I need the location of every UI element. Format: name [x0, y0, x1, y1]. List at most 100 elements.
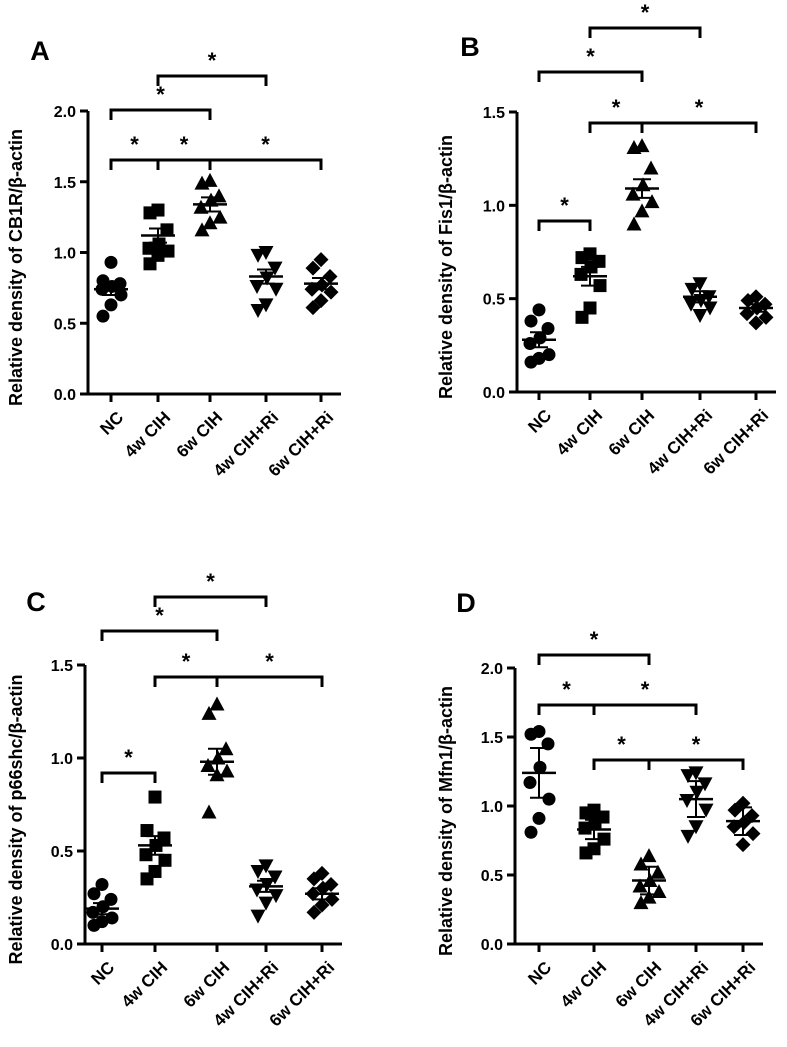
data-point [739, 306, 755, 322]
data-point [745, 826, 761, 842]
y-tick-label: 2.0 [481, 661, 503, 678]
data-point [575, 310, 589, 324]
data-point [211, 188, 227, 203]
data-point [250, 248, 266, 263]
panel-d: D Relative density of Mfn1/β-actin 0.0 0.5 1… [436, 588, 763, 1030]
data-point [593, 279, 607, 293]
data-point [680, 769, 696, 784]
category-label: NC [87, 958, 118, 989]
data-point [250, 864, 266, 879]
y-tick-label: 1.5 [483, 105, 505, 122]
significance-star: * [206, 569, 215, 594]
data-point [684, 282, 700, 297]
significance-star: * [641, 0, 650, 25]
panel-letter: D [456, 588, 476, 618]
data-point [524, 727, 538, 741]
significance-bracket [647, 758, 745, 770]
data-point [683, 297, 699, 312]
data-point [104, 298, 118, 312]
significance-bracket [537, 703, 596, 715]
data-point [202, 172, 218, 187]
significance-star: * [590, 627, 599, 652]
y-tick-label: 0.5 [54, 316, 76, 333]
data-point [87, 918, 101, 932]
category-label: 4w CIH [557, 958, 611, 1012]
data-point [322, 269, 338, 285]
data-point [524, 825, 538, 839]
y-tick-label: 0.0 [54, 387, 76, 404]
data-point [680, 829, 696, 844]
significance-star: * [261, 132, 270, 157]
data-point [201, 804, 217, 819]
significance-star: * [156, 82, 165, 107]
data-point [314, 897, 330, 913]
significance-star: * [155, 603, 164, 628]
data-point [212, 209, 228, 224]
data-point [524, 355, 538, 369]
panel-b: B Relative density of Fis1/β-actin 0.0 0.5 1… [436, 0, 776, 478]
data-point [574, 267, 588, 281]
data-point [194, 175, 210, 190]
data-point [96, 309, 110, 323]
y-tick-label: 2.0 [54, 104, 76, 121]
data-point [698, 803, 714, 818]
data-point [258, 859, 274, 874]
y-tick-label: 1.5 [54, 175, 76, 192]
y-tick-label: 1.0 [54, 246, 76, 263]
data-point [650, 864, 666, 879]
data-point [735, 837, 751, 853]
data-point [161, 244, 175, 258]
category-label: 6w CIH [173, 408, 227, 462]
data-point [726, 819, 742, 835]
significance-bracket [100, 629, 219, 641]
significance-bracket [156, 158, 212, 170]
significance-star: * [180, 132, 189, 157]
significance-star: * [182, 649, 191, 674]
significance-star: * [124, 745, 133, 770]
data-point [305, 260, 321, 276]
data-point [702, 301, 718, 316]
data-point [148, 790, 162, 804]
significance-star: * [617, 732, 626, 757]
significance-star: * [586, 44, 595, 69]
data-point [597, 832, 611, 846]
data-point [143, 257, 157, 271]
data-point [626, 216, 642, 231]
data-point [193, 199, 209, 214]
data-point [644, 194, 660, 209]
y-tick-label: 0.0 [51, 937, 73, 954]
data-point [140, 872, 154, 886]
data-point [249, 279, 265, 294]
data-point [688, 820, 704, 835]
significance-bracket [537, 653, 651, 665]
y-axis-label: Relative density of Mfn1/β-actin [436, 686, 456, 956]
significance-bracket [588, 121, 644, 133]
data-point [306, 871, 322, 887]
data-point [643, 160, 659, 175]
significance-bracket [156, 74, 268, 86]
data-point [95, 877, 109, 891]
data-point [633, 895, 649, 910]
data-point [87, 887, 101, 901]
y-axis-label: Relative density of Fis1/β-actin [436, 135, 456, 399]
panel-letter: A [30, 36, 50, 66]
data-point [692, 277, 708, 292]
data-point [200, 757, 216, 772]
significance-bracket [109, 108, 212, 120]
y-axis-label: Relative density of CB1R/β-actin [6, 129, 26, 406]
category-label: 4w CIH [553, 406, 607, 460]
data-point [542, 348, 556, 362]
data-point [313, 252, 329, 268]
data-point [306, 904, 322, 920]
data-point [632, 878, 648, 893]
data-point [194, 222, 210, 237]
data-point [250, 304, 266, 319]
data-point [542, 792, 556, 806]
y-tick-label: 0.5 [51, 844, 73, 861]
y-tick-label: 1.0 [51, 751, 73, 768]
y-tick-label: 0.0 [483, 385, 505, 402]
significance-star: * [560, 193, 569, 218]
data-point [258, 896, 274, 911]
data-point [679, 793, 695, 808]
panel-letter: B [460, 32, 480, 62]
